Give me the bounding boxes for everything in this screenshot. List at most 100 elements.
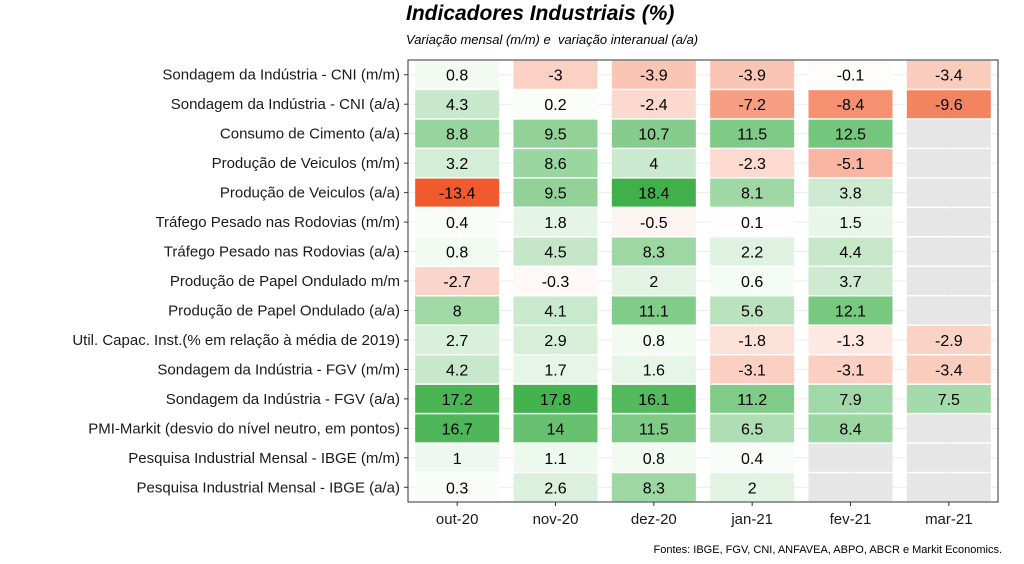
cell-value-label: 2.9 [544,333,566,350]
chart-title: Indicadores Industriais (%) [406,2,675,25]
heatmap-cell [611,178,696,207]
heatmap-cell [710,443,795,472]
row-label: Sondagem da Indústria - FGV (m/m) [157,361,400,378]
cell-value-label: 12.5 [835,127,866,144]
cell-value-label: 1.8 [544,215,566,232]
row-label: Produção de Veiculos (a/a) [220,185,400,202]
cell-value-label: 9.5 [544,127,566,144]
heatmap-cell [710,178,795,207]
cell-value-label: 0.3 [446,480,468,497]
cell-value-label: -8.4 [837,97,865,114]
cell-value-label: -2.4 [640,97,668,114]
heatmap-cell [415,60,500,89]
cell-value-label: 8 [453,303,462,320]
heatmap-cell [513,296,598,325]
cell-value-label: 4.1 [544,303,566,320]
cell-value-label: 8.6 [544,156,566,173]
heatmap-cell-empty [808,473,893,502]
heatmap-cell [415,149,500,178]
heatmap-cell [513,325,598,354]
chart-source: Fontes: IBGE, FGV, CNI, ANFAVEA, ABPO, A… [653,544,1002,556]
row-label: Produção de Papel Ondulado m/m [170,273,400,290]
cell-value-label: -3 [548,68,562,85]
heatmap-cell [710,208,795,237]
cell-value-label: 10.7 [638,127,669,144]
heatmap-cell [611,119,696,148]
heatmap-cell [611,443,696,472]
heatmap-cell [808,384,893,413]
heatmap-cell [415,178,500,207]
cell-value-label: 2 [649,274,658,291]
column-label: dez-20 [631,511,677,528]
cell-value-label: 11.2 [737,392,767,409]
cell-value-label: -2.3 [738,156,766,173]
cell-value-label: 4.2 [446,362,468,379]
cell-value-label: 3.8 [839,186,861,203]
cell-value-label: -3.4 [935,68,963,85]
heatmap-cell [611,325,696,354]
heatmap-cell [513,473,598,502]
heatmap-cell [513,267,598,295]
cell-value-label: -3.9 [640,68,668,85]
heatmap-cell [808,355,893,384]
cell-value-label: -3.9 [738,68,766,85]
heatmap-cell [415,208,500,237]
plot-border [407,59,999,503]
heatmap-cell-empty [808,443,893,472]
heatmap-cell [710,384,795,413]
row-label: Tráfego Pesado nas Rodovias (a/a) [164,244,400,261]
heatmap-cell [513,178,598,207]
row-label: Pesquisa Industrial Mensal - IBGE (m/m) [128,450,400,467]
cell-value-label: 4.3 [446,97,468,114]
cell-value-label: -3.1 [738,362,766,379]
cell-value-label: 17.2 [442,392,473,409]
heatmap-cell [513,149,598,178]
cell-value-label: 11.1 [639,303,669,320]
cell-value-label: 16.7 [442,421,473,438]
heatmap-cell [906,325,991,354]
cell-value-label: -9.6 [935,97,963,114]
cell-value-label: 0.8 [643,333,665,350]
heatmap-cell [808,60,893,89]
heatmap-cell-empty [906,267,991,295]
cell-value-label: 0.2 [544,97,566,114]
cell-value-label: 11.5 [639,421,669,438]
cell-value-label: -2.7 [443,274,471,291]
cell-value-label: 0.8 [446,245,468,262]
heatmap-cell [611,267,696,295]
column-label: jan-21 [730,511,773,528]
heatmap-cell [808,178,893,207]
cell-value-label: 2.6 [544,480,566,497]
row-label: PMI-Markit (desvio do nível neutro, em p… [88,420,400,437]
cell-value-label: 1.5 [839,215,861,232]
row-label: Produção de Veiculos (m/m) [212,155,400,172]
cell-value-label: 0.6 [741,274,763,291]
cell-value-label: 12.1 [835,303,866,320]
heatmap-cell [513,384,598,413]
heatmap-cell [415,296,500,325]
row-label: Sondagem da Indústria - CNI (a/a) [171,96,400,113]
cell-value-label: 2.7 [446,333,468,350]
heatmap-cell-empty [906,473,991,502]
cell-value-label: 4 [649,156,658,173]
cell-value-label: 3.7 [839,274,861,291]
cell-value-label: 1.7 [544,362,566,379]
cell-value-label: -5.1 [837,156,865,173]
heatmap-cell [906,355,991,384]
heatmap-cell [710,149,795,178]
cell-value-label: -7.2 [738,97,766,114]
cell-value-label: 8.3 [643,245,665,262]
heatmap-cell [415,267,500,295]
cell-value-label: 7.9 [839,392,861,409]
cell-value-label: 8.3 [643,480,665,497]
heatmap-cell [906,384,991,413]
cell-value-label: 3.2 [446,156,468,173]
row-label: Sondagem da Indústria - FGV (a/a) [166,391,400,408]
cell-value-label: 9.5 [544,186,566,203]
cell-value-label: 0.4 [446,215,468,232]
heatmap-cell [415,384,500,413]
heatmap-cell [513,90,598,119]
heatmap-cell [710,325,795,354]
heatmap-cell [513,119,598,148]
heatmap-cell-empty [906,178,991,207]
